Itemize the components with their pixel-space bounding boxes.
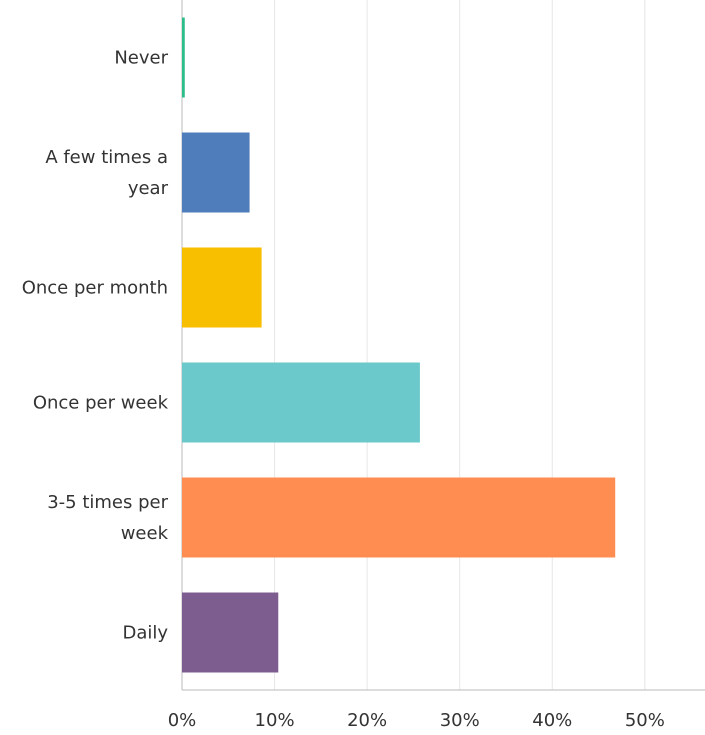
y-tick-label: Once per week [32, 392, 168, 413]
y-tick-label: Never [114, 47, 168, 68]
y-tick-label: 3-5 times per week [47, 491, 168, 544]
x-tick-label: 50% [625, 710, 665, 731]
bar [182, 17, 185, 98]
bar [182, 132, 250, 213]
x-tick-label: 30% [440, 710, 480, 731]
bar [182, 592, 279, 673]
x-tick-label: 0% [168, 710, 197, 731]
y-tick-label: A few times a year [45, 146, 168, 199]
x-tick-label: 20% [347, 710, 387, 731]
y-tick-label: Daily [122, 622, 168, 643]
bar [182, 362, 420, 443]
bar [182, 247, 262, 328]
x-tick-label: 10% [255, 710, 295, 731]
y-tick-label: Once per month [21, 277, 168, 298]
bar [182, 477, 616, 558]
x-tick-label: 40% [532, 710, 572, 731]
